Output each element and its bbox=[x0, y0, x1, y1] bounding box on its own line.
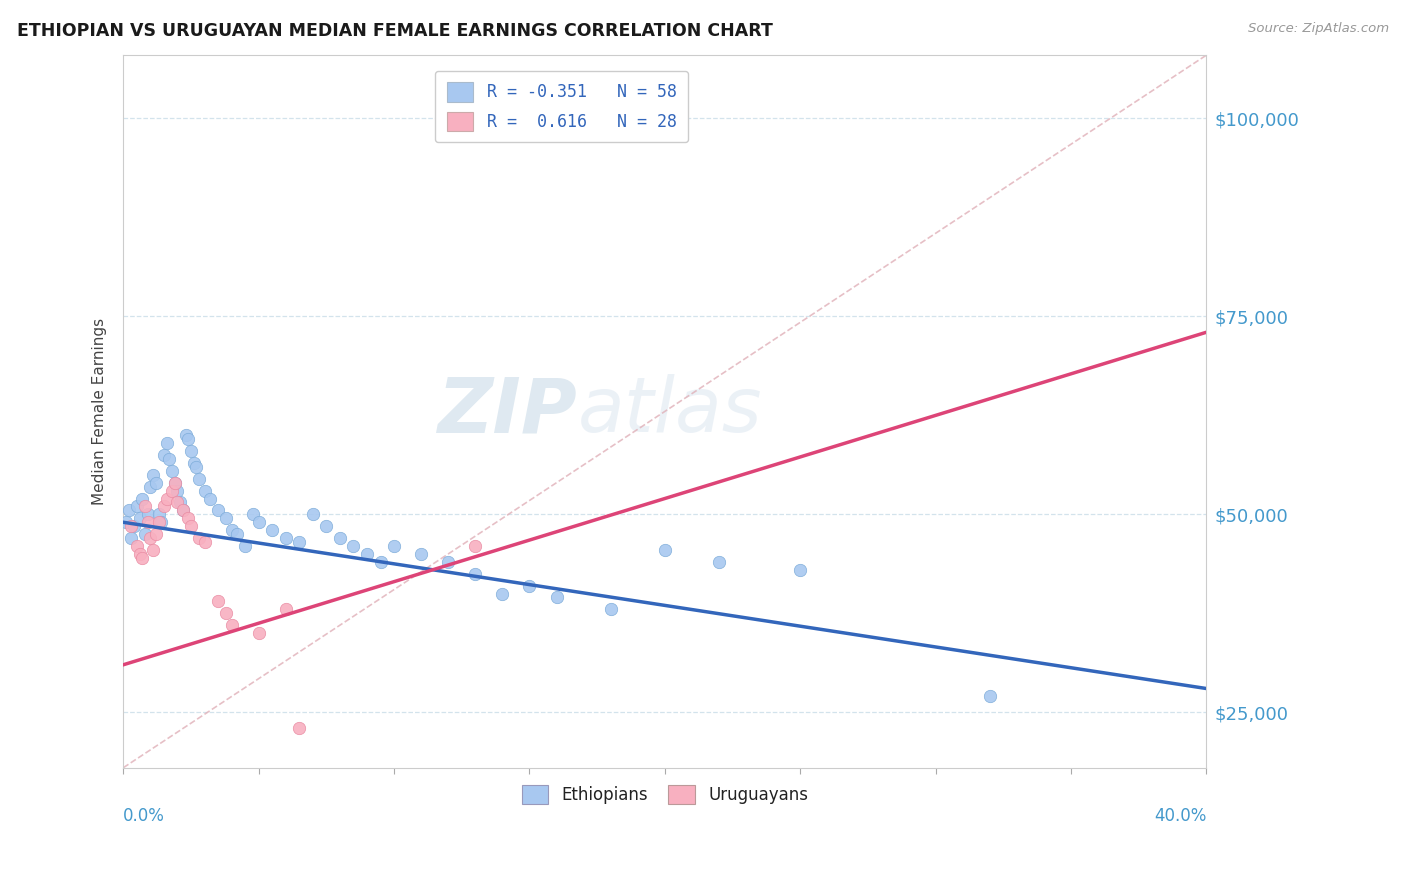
Point bbox=[153, 448, 176, 462]
Point bbox=[411, 547, 433, 561]
Point bbox=[166, 495, 188, 509]
Point bbox=[315, 519, 337, 533]
Point bbox=[262, 523, 284, 537]
Point bbox=[118, 503, 141, 517]
Text: 0.0%: 0.0% bbox=[124, 807, 165, 825]
Point bbox=[163, 475, 186, 490]
Point bbox=[247, 515, 270, 529]
Point bbox=[153, 500, 176, 514]
Point bbox=[131, 491, 153, 506]
Text: 40.0%: 40.0% bbox=[1154, 807, 1206, 825]
Point bbox=[174, 428, 197, 442]
Point bbox=[654, 543, 676, 558]
Point bbox=[172, 503, 194, 517]
Point bbox=[115, 515, 138, 529]
Point bbox=[148, 515, 170, 529]
Point bbox=[288, 721, 311, 735]
Point bbox=[464, 539, 486, 553]
Point bbox=[148, 508, 170, 522]
Point bbox=[519, 579, 541, 593]
Point bbox=[125, 539, 148, 553]
Point bbox=[128, 511, 150, 525]
Y-axis label: Median Female Earnings: Median Female Earnings bbox=[93, 318, 107, 505]
Point bbox=[215, 511, 238, 525]
Point bbox=[186, 459, 208, 474]
Point bbox=[183, 456, 205, 470]
Point bbox=[198, 491, 221, 506]
Point bbox=[163, 475, 186, 490]
Text: Source: ZipAtlas.com: Source: ZipAtlas.com bbox=[1249, 22, 1389, 36]
Point bbox=[142, 543, 165, 558]
Point bbox=[128, 547, 150, 561]
Point bbox=[226, 527, 249, 541]
Point bbox=[233, 539, 256, 553]
Point bbox=[188, 472, 211, 486]
Text: ETHIOPIAN VS URUGUAYAN MEDIAN FEMALE EARNINGS CORRELATION CHART: ETHIOPIAN VS URUGUAYAN MEDIAN FEMALE EAR… bbox=[17, 22, 773, 40]
Point bbox=[247, 626, 270, 640]
Point bbox=[342, 539, 364, 553]
Point bbox=[979, 690, 1001, 704]
Point bbox=[491, 586, 513, 600]
Point bbox=[136, 515, 159, 529]
Point bbox=[302, 508, 325, 522]
Point bbox=[125, 500, 148, 514]
Point bbox=[274, 602, 297, 616]
Point bbox=[215, 607, 238, 621]
Point bbox=[160, 483, 183, 498]
Point bbox=[288, 535, 311, 549]
Point bbox=[599, 602, 621, 616]
Point bbox=[274, 531, 297, 545]
Point bbox=[437, 555, 460, 569]
Point bbox=[156, 491, 179, 506]
Point bbox=[221, 523, 243, 537]
Text: ZIP: ZIP bbox=[439, 375, 578, 449]
Point bbox=[145, 527, 167, 541]
Point bbox=[193, 535, 215, 549]
Point bbox=[134, 527, 156, 541]
Point bbox=[193, 483, 215, 498]
Point bbox=[707, 555, 730, 569]
Point bbox=[188, 531, 211, 545]
Point bbox=[207, 594, 229, 608]
Point bbox=[172, 503, 194, 517]
Point bbox=[160, 464, 183, 478]
Point bbox=[122, 519, 145, 533]
Legend: Ethiopians, Uruguayans: Ethiopians, Uruguayans bbox=[513, 777, 817, 813]
Point bbox=[329, 531, 352, 545]
Point bbox=[142, 467, 165, 482]
Point bbox=[464, 566, 486, 581]
Text: atlas: atlas bbox=[578, 375, 762, 449]
Point bbox=[546, 591, 568, 605]
Point bbox=[134, 500, 156, 514]
Point bbox=[120, 531, 142, 545]
Point bbox=[139, 531, 162, 545]
Point bbox=[169, 495, 191, 509]
Point bbox=[207, 503, 229, 517]
Point bbox=[177, 432, 200, 446]
Point bbox=[789, 563, 811, 577]
Point bbox=[382, 539, 405, 553]
Point bbox=[221, 618, 243, 632]
Point bbox=[166, 483, 188, 498]
Point bbox=[177, 511, 200, 525]
Point bbox=[150, 515, 173, 529]
Point bbox=[370, 555, 392, 569]
Point bbox=[156, 436, 179, 450]
Point bbox=[180, 519, 202, 533]
Point bbox=[120, 519, 142, 533]
Point bbox=[139, 480, 162, 494]
Point bbox=[145, 475, 167, 490]
Point bbox=[131, 550, 153, 565]
Point bbox=[356, 547, 378, 561]
Point bbox=[437, 847, 460, 862]
Point bbox=[180, 444, 202, 458]
Point bbox=[157, 451, 180, 466]
Point bbox=[242, 508, 264, 522]
Point bbox=[136, 508, 159, 522]
